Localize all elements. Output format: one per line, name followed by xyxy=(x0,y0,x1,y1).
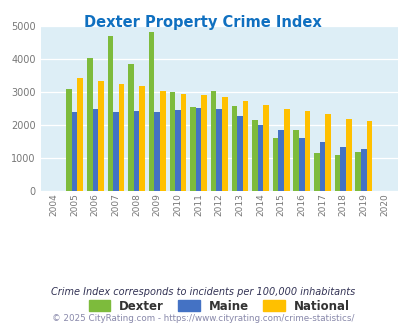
Bar xyxy=(72,112,77,191)
Bar xyxy=(128,64,134,191)
Bar xyxy=(334,155,339,191)
Text: Crime Index corresponds to incidents per 100,000 inhabitants: Crime Index corresponds to incidents per… xyxy=(51,287,354,297)
Bar xyxy=(366,121,371,191)
Bar xyxy=(222,97,227,191)
Bar xyxy=(339,147,345,191)
Bar xyxy=(231,106,237,191)
Bar xyxy=(119,84,124,191)
Bar xyxy=(107,36,113,191)
Bar xyxy=(113,112,119,191)
Bar xyxy=(252,120,257,191)
Bar xyxy=(160,91,165,191)
Bar xyxy=(354,152,360,191)
Bar xyxy=(210,91,216,191)
Bar xyxy=(242,101,247,191)
Bar xyxy=(66,89,72,191)
Bar xyxy=(272,138,278,191)
Bar xyxy=(98,81,103,191)
Bar xyxy=(134,111,139,191)
Bar xyxy=(360,149,366,191)
Bar xyxy=(298,138,304,191)
Bar xyxy=(92,109,98,191)
Bar xyxy=(283,109,289,191)
Bar xyxy=(257,125,263,191)
Bar xyxy=(175,110,180,191)
Bar xyxy=(324,114,330,191)
Bar xyxy=(149,32,154,191)
Bar xyxy=(195,108,201,191)
Bar xyxy=(293,130,298,191)
Bar xyxy=(87,58,92,191)
Bar xyxy=(263,105,268,191)
Bar xyxy=(154,112,160,191)
Text: © 2025 CityRating.com - https://www.cityrating.com/crime-statistics/: © 2025 CityRating.com - https://www.city… xyxy=(51,314,354,323)
Bar xyxy=(190,107,195,191)
Bar xyxy=(180,94,186,191)
Bar xyxy=(201,95,207,191)
Bar xyxy=(319,142,324,191)
Bar xyxy=(313,153,319,191)
Bar xyxy=(139,86,145,191)
Bar xyxy=(345,119,351,191)
Bar xyxy=(169,92,175,191)
Bar xyxy=(304,111,309,191)
Bar xyxy=(237,116,242,191)
Legend: Dexter, Maine, National: Dexter, Maine, National xyxy=(88,300,349,313)
Text: Dexter Property Crime Index: Dexter Property Crime Index xyxy=(84,15,321,30)
Bar xyxy=(77,78,83,191)
Bar xyxy=(216,109,222,191)
Bar xyxy=(278,130,283,191)
